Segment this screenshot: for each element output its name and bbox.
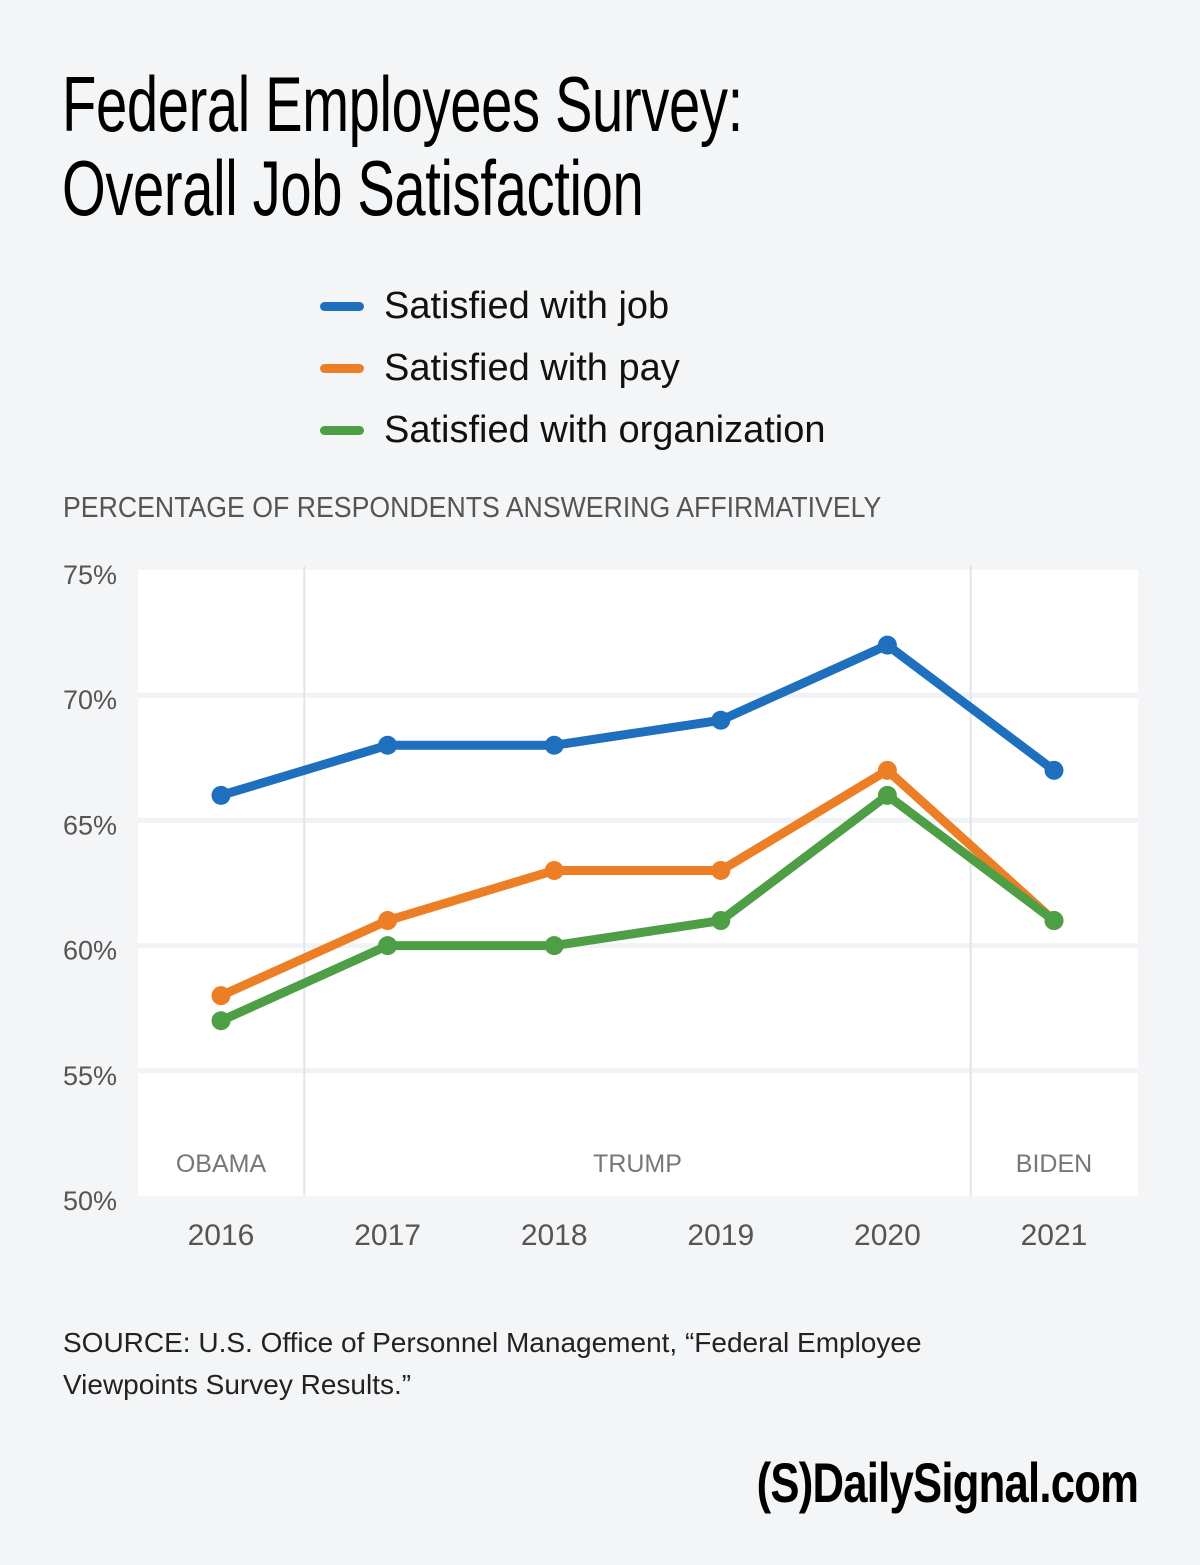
legend-item-pay: Satisfied with pay <box>320 337 825 399</box>
era-dividers <box>303 566 972 1196</box>
title-line-2: Overall Job Satisfaction <box>62 144 644 232</box>
era-labels: OBAMA TRUMP BIDEN <box>176 1150 1092 1178</box>
data-point-satisfied-with-organization-2017 <box>378 936 398 956</box>
x-axis-ticks: 2016 2017 2018 2019 2020 2021 <box>188 1219 1088 1252</box>
legend-label-job: Satisfied with job <box>384 284 670 327</box>
series-line-satisfied-with-pay <box>216 765 1059 1001</box>
legend-label-pay: Satisfied with pay <box>384 346 680 389</box>
data-point-satisfied-with-pay-2016 <box>211 986 231 1006</box>
data-point-satisfied-with-pay-2017 <box>378 911 398 931</box>
era-label-trump: TRUMP <box>593 1150 682 1178</box>
title-line-1: Federal Employees Survey: <box>62 60 743 148</box>
legend-item-organization: Satisfied with organization <box>320 399 825 461</box>
brand-logo: (S)DailySignal.com <box>756 1451 1138 1514</box>
series-lines <box>211 635 1064 1031</box>
legend-swatch-organization <box>320 425 364 435</box>
y-tick-label: 65% <box>63 810 117 840</box>
data-point-satisfied-with-job-2018 <box>544 735 564 755</box>
y-tick-label: 75% <box>63 560 117 590</box>
chart-title: Federal Employees Survey: Overall Job Sa… <box>62 62 743 230</box>
series-line-satisfied-with-job <box>216 640 1059 800</box>
data-point-satisfied-with-job-2016 <box>211 785 231 805</box>
data-point-satisfied-with-pay-2020 <box>877 760 897 780</box>
x-tick-label: 2016 <box>188 1219 255 1252</box>
data-point-satisfied-with-job-2020 <box>877 635 897 655</box>
data-point-satisfied-with-organization-2018 <box>544 936 564 956</box>
y-axis-ticks: 50% 55% 60% 65% 70% 75% <box>63 560 117 1216</box>
y-axis-label: PERCENTAGE OF RESPONDENTS ANSWERING AFFI… <box>63 492 882 524</box>
series-satisfied-with-organization <box>211 785 1064 1031</box>
x-tick-label: 2017 <box>354 1219 421 1252</box>
data-point-satisfied-with-job-2019 <box>711 710 731 730</box>
y-tick-label: 50% <box>63 1186 117 1216</box>
y-tick-label: 60% <box>63 936 117 966</box>
x-tick-label: 2020 <box>854 1219 921 1252</box>
era-label-obama: OBAMA <box>176 1150 267 1178</box>
data-point-satisfied-with-organization-2019 <box>711 911 731 931</box>
series-satisfied-with-job <box>211 635 1064 805</box>
x-tick-label: 2021 <box>1021 1219 1088 1252</box>
series-line-satisfied-with-organization <box>216 790 1059 1026</box>
source-note: SOURCE: U.S. Office of Personnel Managem… <box>63 1327 922 1400</box>
legend-label-organization: Satisfied with organization <box>384 408 826 451</box>
data-point-satisfied-with-organization-2020 <box>877 785 897 805</box>
data-point-satisfied-with-pay-2019 <box>711 860 731 880</box>
data-point-satisfied-with-job-2021 <box>1044 760 1064 780</box>
plot-area <box>138 570 1138 1196</box>
data-point-satisfied-with-pay-2018 <box>544 860 564 880</box>
legend: Satisfied with job Satisfied with pay Sa… <box>320 275 825 461</box>
y-tick-label: 70% <box>63 685 117 715</box>
x-tick-label: 2018 <box>521 1219 588 1252</box>
data-point-satisfied-with-organization-2021 <box>1044 911 1064 931</box>
data-point-satisfied-with-job-2017 <box>378 735 398 755</box>
legend-swatch-job <box>320 301 364 311</box>
legend-item-job: Satisfied with job <box>320 275 825 337</box>
era-label-biden: BIDEN <box>1016 1150 1092 1178</box>
data-point-satisfied-with-organization-2016 <box>211 1011 231 1031</box>
y-tick-label: 55% <box>63 1061 117 1091</box>
legend-swatch-pay <box>320 363 364 373</box>
x-tick-label: 2019 <box>687 1219 754 1252</box>
